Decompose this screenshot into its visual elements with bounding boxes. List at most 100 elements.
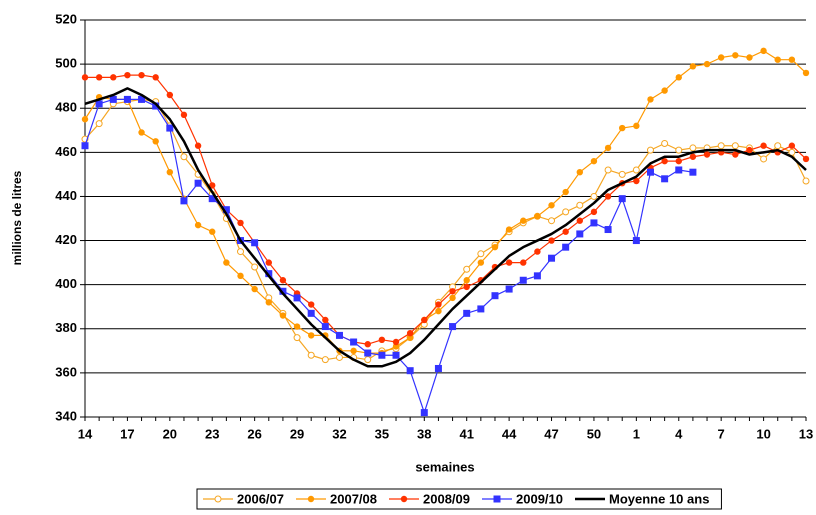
marker bbox=[604, 193, 612, 200]
marker bbox=[562, 208, 570, 216]
marker bbox=[717, 54, 725, 61]
marker bbox=[378, 336, 386, 344]
marker bbox=[788, 56, 796, 63]
marker bbox=[646, 146, 654, 154]
marker bbox=[81, 116, 89, 123]
x-tick-label: 20 bbox=[163, 426, 177, 441]
marker bbox=[534, 213, 541, 220]
marker bbox=[647, 96, 654, 103]
marker bbox=[138, 129, 145, 136]
marker bbox=[689, 144, 697, 152]
marker bbox=[661, 140, 669, 148]
marker bbox=[223, 259, 230, 266]
marker bbox=[95, 120, 103, 128]
marker bbox=[237, 248, 245, 256]
series-line bbox=[84, 87, 807, 368]
series-line bbox=[84, 98, 807, 361]
marker bbox=[760, 142, 767, 149]
marker bbox=[562, 243, 570, 251]
marker bbox=[81, 142, 89, 150]
marker bbox=[392, 351, 400, 359]
x-tick-label: 17 bbox=[120, 426, 134, 441]
marker bbox=[493, 495, 501, 503]
marker bbox=[307, 301, 315, 308]
marker bbox=[760, 47, 767, 55]
x-tick-label: 26 bbox=[247, 426, 261, 441]
marker bbox=[590, 208, 598, 216]
marker bbox=[576, 230, 584, 238]
marker bbox=[732, 52, 739, 59]
marker bbox=[661, 157, 668, 165]
marker bbox=[123, 95, 131, 103]
marker bbox=[505, 226, 513, 233]
x-tick-label: 23 bbox=[205, 426, 219, 441]
marker bbox=[435, 301, 442, 308]
marker bbox=[237, 219, 244, 227]
marker bbox=[251, 263, 259, 271]
legend-label: 2009/10 bbox=[516, 491, 563, 506]
marker bbox=[746, 146, 753, 154]
marker bbox=[646, 168, 654, 176]
y-tick-label: 460 bbox=[55, 144, 77, 159]
marker bbox=[209, 182, 216, 189]
marker bbox=[434, 364, 442, 372]
marker bbox=[180, 111, 188, 119]
marker bbox=[350, 338, 358, 346]
marker bbox=[675, 146, 683, 154]
marker bbox=[548, 237, 555, 244]
marker bbox=[166, 168, 174, 176]
x-tick-label: 41 bbox=[459, 426, 473, 441]
marker bbox=[675, 74, 682, 81]
y-axis-label: millions de litres bbox=[10, 170, 24, 265]
y-tick-label: 380 bbox=[55, 320, 77, 335]
marker bbox=[124, 71, 131, 79]
series-line bbox=[85, 74, 807, 345]
marker bbox=[576, 217, 584, 224]
marker bbox=[214, 495, 222, 503]
marker bbox=[675, 166, 683, 174]
y-tick-label: 360 bbox=[55, 364, 77, 379]
marker bbox=[618, 195, 626, 203]
marker bbox=[633, 122, 640, 130]
marker bbox=[463, 309, 471, 317]
marker bbox=[138, 71, 145, 79]
marker bbox=[548, 217, 556, 225]
marker bbox=[449, 323, 457, 331]
marker bbox=[166, 124, 174, 132]
y-tick-label: 520 bbox=[55, 11, 77, 26]
marker bbox=[760, 155, 768, 163]
marker bbox=[350, 347, 357, 355]
marker bbox=[703, 151, 711, 158]
marker bbox=[335, 353, 343, 361]
marker bbox=[279, 287, 287, 295]
marker bbox=[364, 349, 372, 357]
marker bbox=[152, 102, 160, 110]
marker bbox=[208, 195, 216, 203]
x-tick-label: 4 bbox=[675, 426, 683, 441]
x-tick-label: 32 bbox=[332, 426, 346, 441]
marker bbox=[194, 179, 202, 187]
marker bbox=[675, 157, 682, 165]
x-tick-label: 50 bbox=[587, 426, 601, 441]
marker bbox=[619, 124, 626, 132]
marker bbox=[166, 91, 174, 99]
marker bbox=[222, 206, 230, 214]
marker bbox=[307, 332, 315, 339]
marker bbox=[661, 87, 668, 94]
marker bbox=[477, 259, 485, 266]
marker bbox=[293, 294, 301, 302]
marker bbox=[604, 144, 612, 152]
marker bbox=[548, 254, 556, 262]
marker bbox=[152, 74, 159, 81]
x-tick-label: 29 bbox=[290, 426, 304, 441]
marker bbox=[732, 151, 739, 158]
marker bbox=[520, 259, 527, 266]
marker bbox=[321, 323, 329, 331]
series-line bbox=[84, 50, 807, 354]
marker bbox=[463, 283, 470, 291]
marker bbox=[604, 166, 612, 174]
marker bbox=[81, 74, 89, 81]
marker bbox=[307, 309, 315, 317]
marker bbox=[505, 259, 513, 266]
